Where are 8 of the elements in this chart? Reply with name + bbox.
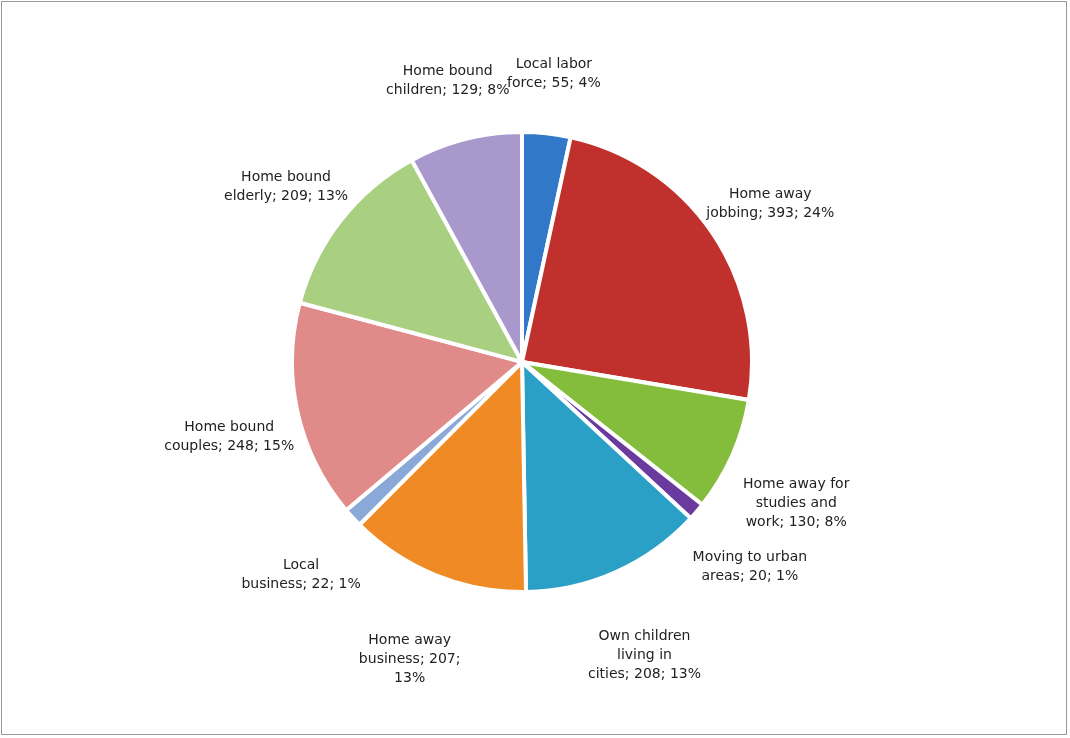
slice-label: Own children living in cities; 208; 13% [587,626,701,681]
slice-label: Home away for studies and work; 130; 8% [743,474,850,529]
slice-label: Home away jobbing; 393; 24% [705,184,835,220]
slice-label: Moving to urban areas; 20; 1% [692,548,808,584]
slice-label: Home bound couples; 248; 15% [164,418,295,454]
slice-label: Local business; 22; 1% [241,556,361,591]
slice-label: Home away business; 207; 13% [358,631,461,686]
slice-label: Home bound elderly; 209; 13% [224,167,349,203]
